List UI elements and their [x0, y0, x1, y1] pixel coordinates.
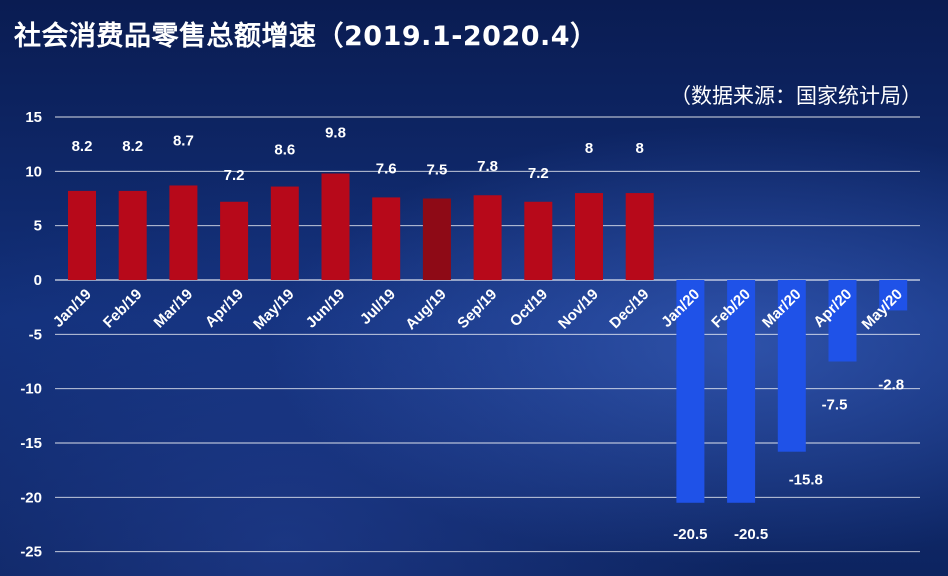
bar-feb-19	[118, 190, 147, 280]
data-label: -20.5	[673, 526, 707, 543]
bar-feb-20	[727, 280, 756, 503]
y-tick-label: -5	[29, 326, 42, 343]
bar-jan-19	[68, 190, 96, 280]
x-tick-label: Sep/19	[454, 286, 500, 332]
x-tick-label: Aug/19	[402, 286, 449, 333]
bar-may-20	[879, 280, 908, 311]
data-label: 7.2	[224, 167, 245, 184]
y-tick-label: 15	[25, 109, 42, 126]
bar-dec-19	[625, 193, 654, 280]
x-tick-label: Jun/19	[303, 286, 349, 332]
data-label: -7.5	[822, 397, 848, 414]
x-tick-label: Feb/19	[100, 286, 146, 332]
x-tick-label: Oct/19	[507, 286, 551, 330]
bar-mar-20	[777, 280, 806, 452]
data-label: 7.8	[477, 158, 498, 175]
chart-title: 社会消费品零售总额增速（2019.1-2020.4）	[14, 21, 598, 52]
x-tick-label: Mar/19	[151, 286, 197, 332]
y-tick-label: -20	[20, 489, 42, 506]
bar-jun-19	[321, 173, 350, 280]
bar-jan-20	[676, 280, 705, 503]
data-label: -20.5	[734, 526, 768, 543]
bar-may-19	[270, 186, 299, 280]
y-tick-label: -15	[20, 435, 42, 452]
bar-apr-19	[220, 201, 249, 280]
x-tick-label: Jul/19	[357, 286, 399, 328]
data-label: 8.6	[274, 142, 295, 159]
data-label: 7.6	[376, 160, 397, 177]
data-label: -15.8	[789, 472, 823, 489]
y-tick-label: -25	[20, 544, 42, 561]
data-label: 7.5	[426, 162, 447, 179]
data-label: 8.2	[122, 138, 143, 155]
y-tick-label: 10	[25, 163, 42, 180]
y-tick-label: -10	[20, 381, 42, 398]
bar-nov-19	[575, 193, 603, 280]
y-tick-label: 5	[34, 218, 42, 235]
bar-oct-19	[524, 201, 553, 280]
bar-sep-19	[473, 195, 502, 280]
x-tick-label: Jan/19	[50, 286, 95, 331]
data-label: 9.8	[325, 125, 346, 142]
data-label: -2.8	[878, 376, 904, 393]
data-label: 8.2	[72, 138, 93, 155]
data-label: 8.7	[173, 132, 194, 149]
bar-apr-20	[828, 280, 857, 362]
bar-jul-19	[372, 197, 401, 280]
bar-aug-19	[422, 198, 451, 280]
x-tick-label: Dec/19	[606, 286, 652, 332]
x-tick-label: Nov/19	[555, 286, 602, 333]
data-label: 8	[636, 140, 644, 157]
data-label: 7.2	[528, 165, 549, 182]
x-tick-label: Apr/19	[202, 286, 247, 331]
data-source-note: （数据来源：国家统计局）	[670, 84, 922, 108]
y-tick-label: 0	[34, 272, 42, 289]
data-label: 8	[585, 140, 593, 157]
x-tick-label: May/19	[250, 286, 297, 333]
bar-mar-19	[169, 185, 198, 280]
